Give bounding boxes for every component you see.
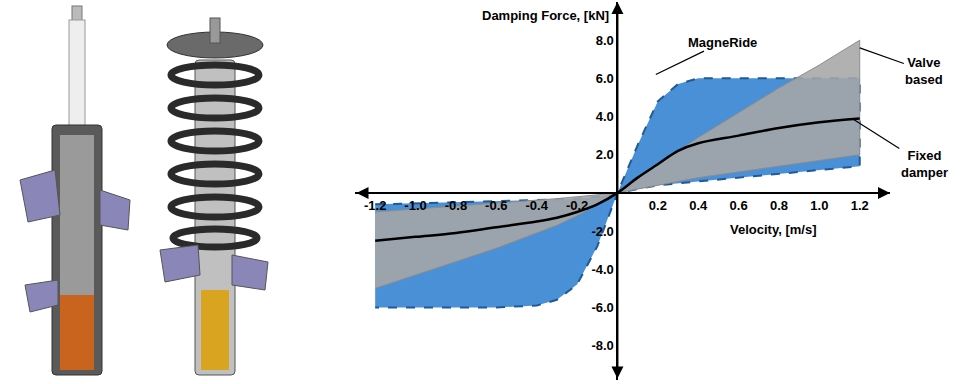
svg-text:-0.4: -0.4: [525, 198, 548, 213]
svg-text:Fixeddamper: Fixeddamper: [901, 148, 948, 180]
svg-text:Valvebased: Valvebased: [905, 55, 943, 87]
svg-text:8.0: 8.0: [596, 33, 614, 48]
svg-text:0.2: 0.2: [649, 198, 667, 213]
svg-text:-0.2: -0.2: [566, 198, 588, 213]
svg-text:0.6: 0.6: [730, 198, 748, 213]
svg-text:1.0: 1.0: [810, 198, 828, 213]
svg-text:MagneRide: MagneRide: [688, 35, 757, 50]
svg-text:0.4: 0.4: [689, 198, 708, 213]
svg-text:1.2: 1.2: [851, 198, 869, 213]
svg-text:Damping Force, [kN]: Damping Force, [kN]: [482, 8, 609, 23]
svg-text:-4.0: -4.0: [591, 262, 613, 277]
svg-text:-0.6: -0.6: [485, 198, 507, 213]
svg-text:2.0: 2.0: [596, 147, 614, 162]
svg-text:6.0: 6.0: [596, 71, 614, 86]
svg-text:4.0: 4.0: [596, 109, 614, 124]
svg-text:0.8: 0.8: [770, 198, 788, 213]
svg-text:-8.0: -8.0: [591, 338, 613, 353]
svg-text:Velocity, [m/s]: Velocity, [m/s]: [730, 222, 816, 237]
svg-text:-1.2: -1.2: [364, 198, 386, 213]
svg-text:-0.8: -0.8: [445, 198, 467, 213]
svg-text:-2.0: -2.0: [591, 224, 613, 239]
svg-text:-1.0: -1.0: [404, 198, 426, 213]
svg-text:-6.0: -6.0: [591, 300, 613, 315]
